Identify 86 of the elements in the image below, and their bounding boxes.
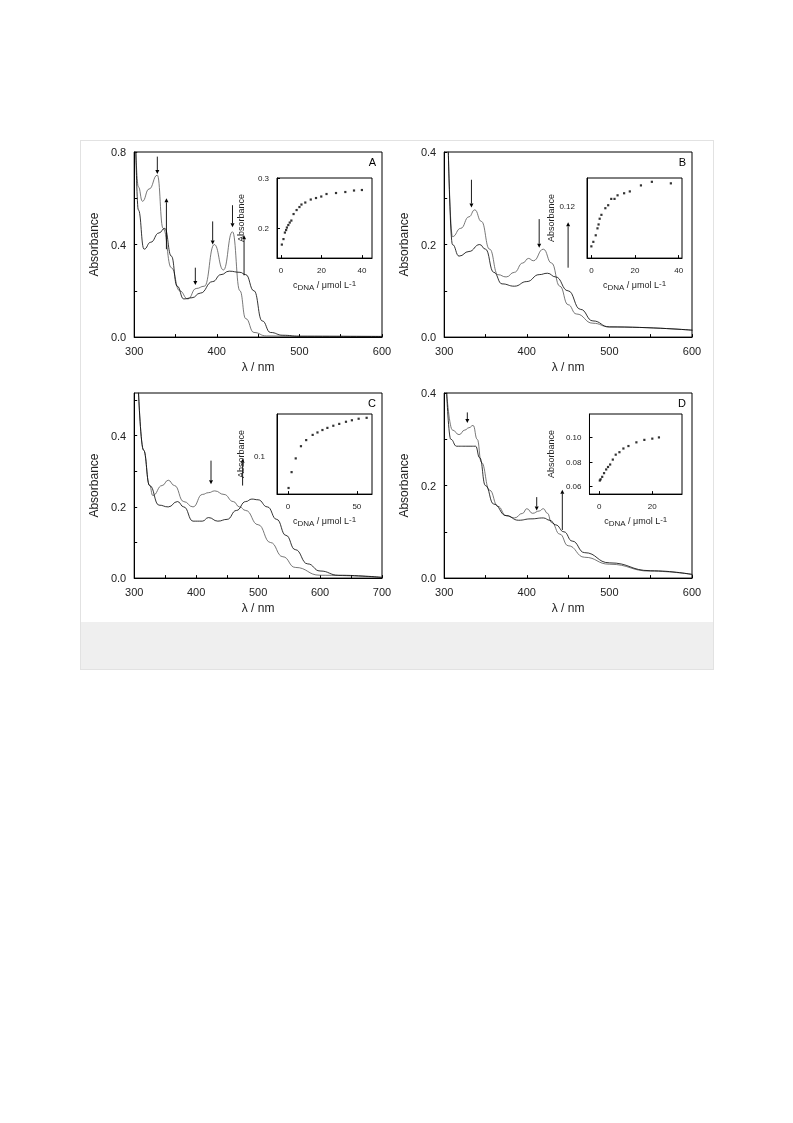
y-tick-label: 0.2 [110,500,127,513]
y-axis-title: Absorbance [545,430,556,479]
x-tick-label: 40 [357,265,367,275]
y-tick-label: 0.2 [257,223,270,233]
x-tick-label: 600 [310,585,330,598]
line-series [446,392,693,575]
point [290,471,293,474]
x-tick-label: 600 [682,344,702,357]
point [352,189,356,192]
x-axis-title: λ / nm [551,601,585,615]
point [280,243,283,246]
x-tick-label: 400 [517,344,536,357]
y-tick-label: 0.8 [110,146,127,158]
x-tick-label: 400 [186,585,206,598]
x-axis-title: λ / nm [241,360,275,374]
y-tick-label: 0.2 [420,238,437,251]
y-tick-label: 0.0 [110,572,127,585]
x-tick-label: 600 [682,585,702,598]
point [618,451,621,454]
x-tick-label: 0 [285,501,291,511]
y-tick-label: 0.4 [110,238,127,251]
y-axis-title: Absorbance [235,430,246,479]
point [309,198,312,201]
y-tick-label: 0.0 [420,572,437,585]
point [282,237,285,241]
x-tick-label: 20 [317,265,327,275]
y-tick-label: 0.2 [420,479,437,492]
x-tick-label: 300 [435,344,454,357]
x-tick-label: 300 [435,585,454,598]
annotation: 0.1 [253,451,266,461]
y-tick-label: 0.4 [420,387,437,399]
x-axis-title: λ / nm [241,601,275,615]
x-tick-label: 20 [647,501,658,511]
x-tick-label: 500 [248,585,268,598]
x-tick-label: 20 [630,265,641,275]
point [616,194,619,197]
point [321,428,324,432]
x-tick-label: 400 [207,344,226,357]
x-tick-label: 500 [290,344,309,357]
point [287,486,290,490]
point [600,213,603,216]
point [628,190,631,193]
annotation: B [678,155,686,168]
y-tick-label: 0.08 [565,457,583,467]
x-tick-label: 50 [352,501,362,511]
x-tick-label: 300 [125,344,144,357]
x-tick-label: 500 [600,344,619,357]
y-axis-title: Absorbance [87,212,101,277]
x-tick-label: 500 [600,585,619,598]
point [622,447,625,450]
point [596,227,599,230]
point [304,201,307,204]
point [597,223,600,226]
y-tick-label: 0.3 [257,173,270,183]
x-tick-label: 40 [674,265,684,275]
annotation: D [678,396,687,409]
y-tick-label: 0.06 [565,482,583,492]
y-tick-label: 0.0 [420,331,437,344]
x-axis-title: λ / nm [551,360,585,374]
point [300,203,303,206]
x-tick-label: 0 [597,501,603,511]
y-tick-label: 0.0 [110,331,127,344]
x-tick-label: 700 [372,585,392,598]
annotation: C [368,396,377,409]
y-tick-label: 0.4 [110,429,127,442]
y-axis-title: Absorbance [397,212,411,277]
point [627,444,630,448]
x-tick-label: 0 [589,265,595,275]
y-axis-title: Absorbance [235,194,246,243]
point [657,436,661,439]
point [325,192,328,196]
y-axis-title: Absorbance [397,453,411,518]
annotation: 0.12 [559,202,576,212]
point [611,458,614,461]
point [320,195,323,198]
y-tick-label: 0.10 [565,432,583,442]
x-tick-label: 400 [517,585,536,598]
y-axis-title: Absorbance [87,453,101,518]
point [292,212,295,216]
x-tick-label: 300 [125,585,144,598]
x-tick-label: 600 [372,344,392,357]
x-tick-label: 0 [278,265,284,275]
annotation: A [368,155,377,168]
y-tick-label: 0.4 [420,146,437,158]
y-axis-title: Absorbance [545,194,556,243]
point [316,431,319,434]
